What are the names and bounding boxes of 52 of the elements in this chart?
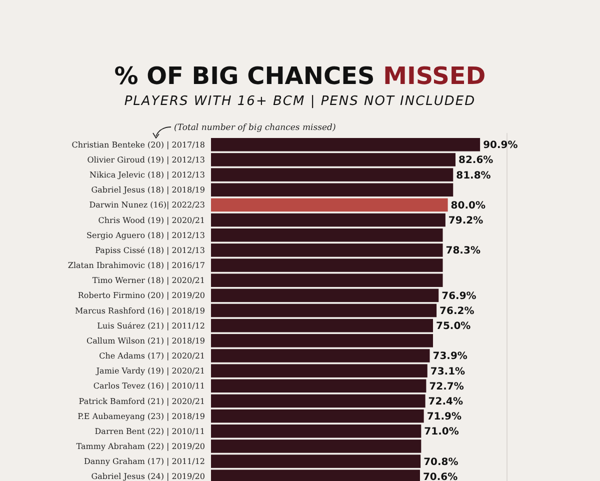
chart-subtitle: PLAYERS WITH 16+ BCM | PENS NOT INCLUDED bbox=[124, 94, 476, 109]
y-tick-label: Luis Suárez (21) | 2011/12 bbox=[97, 321, 205, 330]
bar bbox=[211, 409, 424, 423]
data-label: 71.9% bbox=[426, 412, 462, 423]
y-tick-label: Darren Bent (22) | 2010/11 bbox=[94, 426, 205, 436]
data-label: 82.6% bbox=[458, 155, 494, 166]
data-label: 90.9% bbox=[483, 140, 518, 152]
data-label: 76.2% bbox=[440, 306, 474, 317]
data-label: 78.3% bbox=[446, 246, 480, 257]
data-label: 72.7% bbox=[429, 381, 464, 392]
data-label: 73.9% bbox=[432, 351, 468, 362]
bar bbox=[211, 379, 426, 393]
y-tick-label: Darwin Nunez (16)| 2022/23 bbox=[89, 200, 205, 210]
data-label: 76.9% bbox=[442, 290, 476, 302]
y-tick-label: Gabriel Jesus (18) | 2018/19 bbox=[91, 186, 205, 195]
y-tick-label: Chris Wood (19) | 2020/21 bbox=[98, 216, 205, 225]
bar bbox=[211, 228, 443, 242]
bar bbox=[211, 213, 446, 227]
data-label: 70.8% bbox=[424, 456, 458, 468]
bar bbox=[211, 198, 448, 212]
y-tick-label: Olivier Giroud (19) | 2012/13 bbox=[87, 156, 205, 165]
y-tick-label: Nikica Jelevic (18) | 2012/13 bbox=[89, 170, 205, 180]
y-tick-label: P.E Aubameyang (23) | 2018/19 bbox=[78, 412, 205, 421]
data-label: 72.4% bbox=[428, 396, 464, 408]
bar bbox=[211, 394, 426, 408]
y-tick-label: Christian Benteke (20) | 2017/18 bbox=[72, 140, 205, 150]
data-label: 71.0% bbox=[424, 426, 459, 438]
y-tick-label: Sergio Aguero (18) | 2012/13 bbox=[86, 230, 205, 240]
bar bbox=[211, 304, 437, 318]
chart-title: % OF BIG CHANCES MISSED bbox=[114, 62, 486, 90]
y-tick-label: Timo Werner (18) | 2020/21 bbox=[92, 276, 205, 286]
y-tick-label: Marcus Rashford (16) | 2018/19 bbox=[74, 306, 205, 316]
y-tick-label: Jamie Vardy (19) | 2020/21 bbox=[95, 366, 205, 376]
data-label: 73.1% bbox=[430, 366, 466, 378]
data-label: 80.0% bbox=[450, 200, 486, 212]
bar bbox=[211, 318, 433, 332]
y-tick-label: Danny Graham (17) | 2011/12 bbox=[84, 457, 205, 466]
y-tick-label: Zlatan Ibrahimovic (18) | 2016/17 bbox=[68, 261, 205, 270]
y-tick-label: Che Adams (17) | 2020/21 bbox=[99, 352, 205, 361]
y-tick-label: Roberto Firmino (20) | 2019/20 bbox=[78, 291, 205, 300]
y-tick-label: Callum Wilson (21) | 2018/19 bbox=[86, 336, 205, 346]
data-label: 79.2% bbox=[448, 216, 484, 227]
data-label: 81.8% bbox=[456, 170, 491, 182]
y-tick-label: Carlos Tevez (16) | 2010/11 bbox=[93, 382, 205, 391]
data-label: 75.0% bbox=[436, 321, 471, 332]
y-tick-label: Gabriel Jesus (24) | 2019/20 bbox=[91, 472, 205, 481]
y-tick-label: Tammy Abraham (22) | 2019/20 bbox=[76, 442, 205, 452]
annotation: (Total number of big chances missed) bbox=[174, 123, 336, 133]
y-tick-label: Papiss Cissé (18) | 2012/13 bbox=[95, 246, 205, 255]
data-label: 70.6% bbox=[422, 472, 458, 481]
bar bbox=[211, 288, 439, 302]
y-tick-label: Patrick Bamford (21) | 2020/21 bbox=[78, 396, 205, 406]
